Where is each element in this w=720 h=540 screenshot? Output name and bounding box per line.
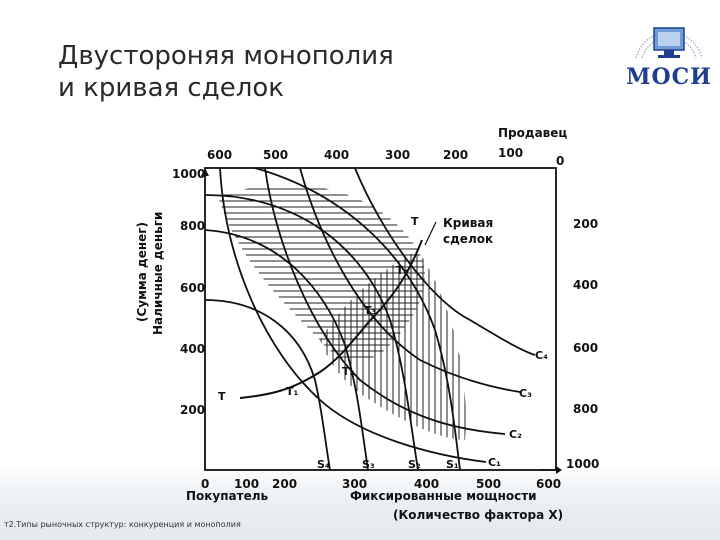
title-line-2: и кривая сделок [58,73,284,103]
right-tick: 200 [573,217,598,231]
seller-curve-c3 [299,168,521,393]
curve-label-s1: S₁ [446,458,459,471]
bottom-tick: 0 [201,477,209,491]
bottom-tick: 200 [272,477,297,491]
logo-text: МОСИ [626,64,712,90]
monitor-globe-icon [635,27,703,59]
top-tick: 100 [498,146,523,160]
top-tick: 0 [556,154,564,168]
top-tick: 500 [263,148,288,162]
contract-curve-label-1: Кривая [443,216,493,230]
lens-vertical-hatch [320,250,466,440]
buyer-label: Покупатель [186,489,269,503]
top-tick: 200 [443,148,468,162]
edgeworth-box [204,167,557,471]
y-axis-label-2: Наличные деньги [151,212,165,335]
left-tick: 800 [180,219,205,233]
left-tick: 600 [180,281,205,295]
curve-label-c4: C₄ [535,349,548,362]
seller-curve-c1 [219,168,487,463]
title-line-1: Двустороняя монополия [58,41,394,71]
left-tick: 400 [180,342,205,356]
seller-curve-c4 [354,168,536,356]
point-label-t1: T₁ [286,385,299,398]
bottom-tick: 400 [414,477,439,491]
top-tick: 400 [324,148,349,162]
x-axis-label-1: Фиксированные мощности [350,489,537,503]
x-arrow-head [556,466,562,474]
point-label-t4: T₄ [396,264,409,277]
slide-title: Двустороняя монополия и кривая сделок [58,40,394,104]
left-tick: 1000 [172,167,205,181]
buyer-curve-s2 [205,194,419,470]
point-label-t2: T₂ [342,365,355,378]
curve-label-c3: C₃ [519,387,532,400]
point-label-t-top: T [411,215,419,228]
right-tick: 800 [573,402,598,416]
top-tick: 600 [207,148,232,162]
curve-label-s2: S₂ [408,458,421,471]
bottom-tick: 600 [536,477,561,491]
curve-label-c1: C₁ [488,456,501,469]
right-tick: 1000 [566,457,599,471]
seller-label: Продавец [498,126,567,140]
seller-curve-c2 [264,168,506,435]
buyer-curve-s4 [205,299,331,470]
right-tick: 400 [573,278,598,292]
bottom-tick: 100 [234,477,259,491]
point-label-t-bottom: T [218,390,226,403]
x-axis-label-2: (Количество фактора X) [393,508,563,522]
bottom-tick: 300 [342,477,367,491]
left-tick: 200 [180,403,205,417]
top-tick: 300 [385,148,410,162]
contract-curve-label-2: сделок [443,232,493,246]
curve-label-s3: S₃ [362,458,375,471]
contract-curve [239,239,423,399]
footer-text: т2.Типы рыночных структур: конкуренция и… [4,520,241,529]
bottom-tick: 500 [476,477,501,491]
contract-curve-pointer [424,221,437,246]
point-label-t3: T₃ [364,304,377,317]
buyer-curve-s1 [254,168,461,470]
mosi-logo: МОСИ [624,6,714,90]
y-axis-label-1: (Сумма денег) [135,222,149,322]
curve-label-c2: C₂ [509,428,522,441]
y-arrow-head [201,168,209,176]
right-tick: 600 [573,341,598,355]
bottom-band [0,462,720,540]
curve-label-s4: S₄ [317,458,330,471]
